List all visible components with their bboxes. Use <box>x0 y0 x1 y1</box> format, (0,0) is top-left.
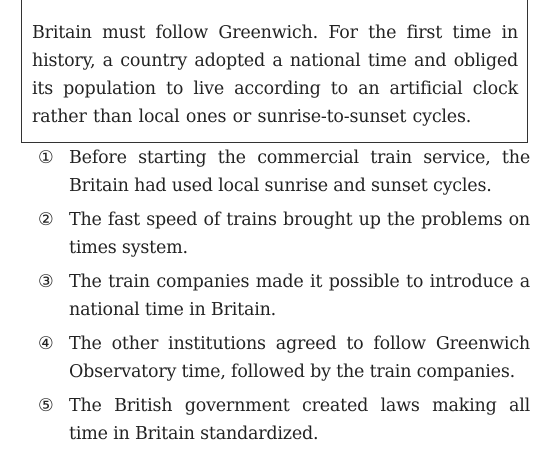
option-1[interactable]: ① Before starting the commercial train s… <box>38 144 530 200</box>
option-1-number: ① <box>38 148 54 168</box>
option-2-number: ② <box>38 210 54 230</box>
option-2-text: The fast speed of trains brought up the … <box>69 210 530 258</box>
option-5-number: ⑤ <box>38 396 54 416</box>
option-4-text: The other institutions agreed to follow … <box>69 334 530 382</box>
option-5-text: The British government created laws maki… <box>69 396 530 444</box>
answer-options: ① Before starting the commercial train s… <box>38 144 530 454</box>
option-4[interactable]: ④ The other institutions agreed to follo… <box>38 330 530 386</box>
option-5[interactable]: ⑤ The British government created laws ma… <box>38 392 530 448</box>
option-4-number: ④ <box>38 334 54 354</box>
option-1-text: Before starting the commercial train ser… <box>69 148 530 196</box>
passage-box: Britain must follow Greenwich. For the f… <box>21 0 528 143</box>
option-3-number: ③ <box>38 272 54 292</box>
option-3-text: The train companies made it possible to … <box>69 272 530 320</box>
passage-text: Britain must follow Greenwich. For the f… <box>32 23 518 127</box>
option-2[interactable]: ② The fast speed of trains brought up th… <box>38 206 530 262</box>
option-3[interactable]: ③ The train companies made it possible t… <box>38 268 530 324</box>
